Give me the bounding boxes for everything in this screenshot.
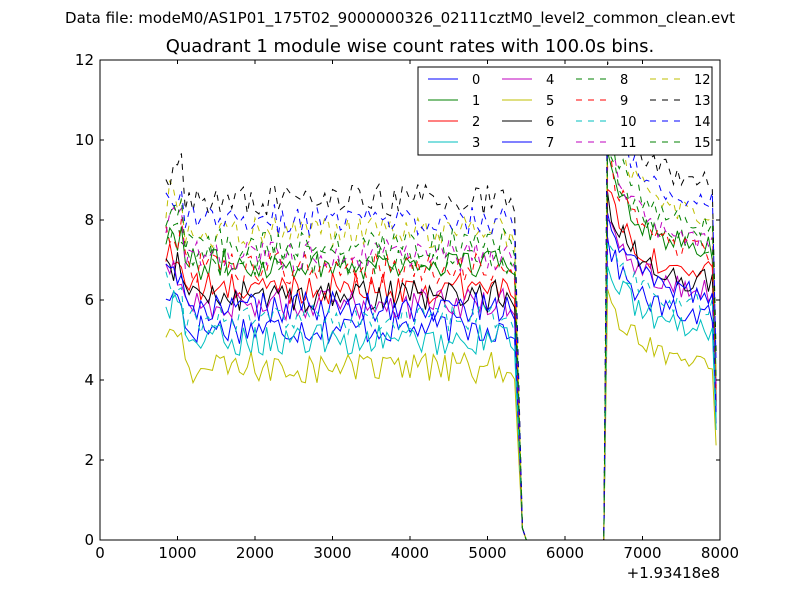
legend-label-3: 3	[472, 136, 480, 151]
series-line-1	[165, 151, 717, 541]
legend-label-7: 7	[546, 136, 554, 151]
x-tick-label: 3000	[313, 544, 351, 562]
series-line-12	[165, 102, 717, 541]
legend-label-8: 8	[620, 73, 628, 88]
x-tick-label: 0	[95, 544, 105, 562]
y-tick-label: 6	[84, 291, 94, 309]
legend-label-15: 15	[694, 136, 711, 151]
y-tick-label: 12	[75, 51, 94, 69]
x-tick-label: 2000	[236, 544, 274, 562]
series-line-15	[165, 130, 717, 541]
series-line-10	[165, 239, 717, 541]
legend-label-2: 2	[472, 115, 480, 130]
x-tick-label: 5000	[468, 544, 506, 562]
figure-suptitle: Data file: modeM0/AS1P01_175T02_90000003…	[65, 9, 735, 27]
x-tick-label: 4000	[391, 544, 429, 562]
y-tick-label: 0	[84, 531, 94, 549]
series-line-8	[165, 149, 717, 541]
y-tick-label: 8	[84, 211, 94, 229]
series-layer	[165, 61, 717, 541]
series-line-9	[165, 160, 717, 541]
x-tick-label: 1000	[158, 544, 196, 562]
x-tick-label: 8000	[701, 544, 739, 562]
legend-label-9: 9	[620, 94, 628, 109]
series-line-13	[165, 61, 717, 541]
x-tick-label: 6000	[546, 544, 584, 562]
series-line-7	[165, 212, 717, 541]
y-tick-label: 2	[84, 451, 94, 469]
series-line-3	[165, 265, 717, 541]
legend-label-1: 1	[472, 94, 480, 109]
legend-label-13: 13	[694, 94, 711, 109]
series-line-14	[165, 93, 717, 541]
legend-label-0: 0	[472, 73, 480, 88]
series-line-0	[165, 237, 717, 541]
chart-title: Quadrant 1 module wise count rates with …	[165, 36, 655, 57]
x-tick-label: 7000	[623, 544, 661, 562]
legend-label-11: 11	[620, 136, 637, 151]
x-offset-label: +1.93418e8	[627, 564, 720, 582]
y-tick-label: 4	[84, 371, 94, 389]
legend-label-4: 4	[546, 73, 554, 88]
legend-label-6: 6	[546, 115, 554, 130]
legend-label-5: 5	[546, 94, 554, 109]
legend-label-10: 10	[620, 115, 637, 130]
legend-label-12: 12	[694, 73, 711, 88]
legend-label-14: 14	[694, 115, 711, 130]
legend-box	[417, 66, 713, 156]
series-line-6	[165, 192, 717, 541]
series-line-5	[165, 289, 717, 541]
axis-ticks: 0 1000 2000 3000 4000 5000 6000 7000 80000246810…	[75, 51, 739, 562]
series-line-4	[165, 218, 717, 541]
y-tick-label: 10	[75, 131, 94, 149]
